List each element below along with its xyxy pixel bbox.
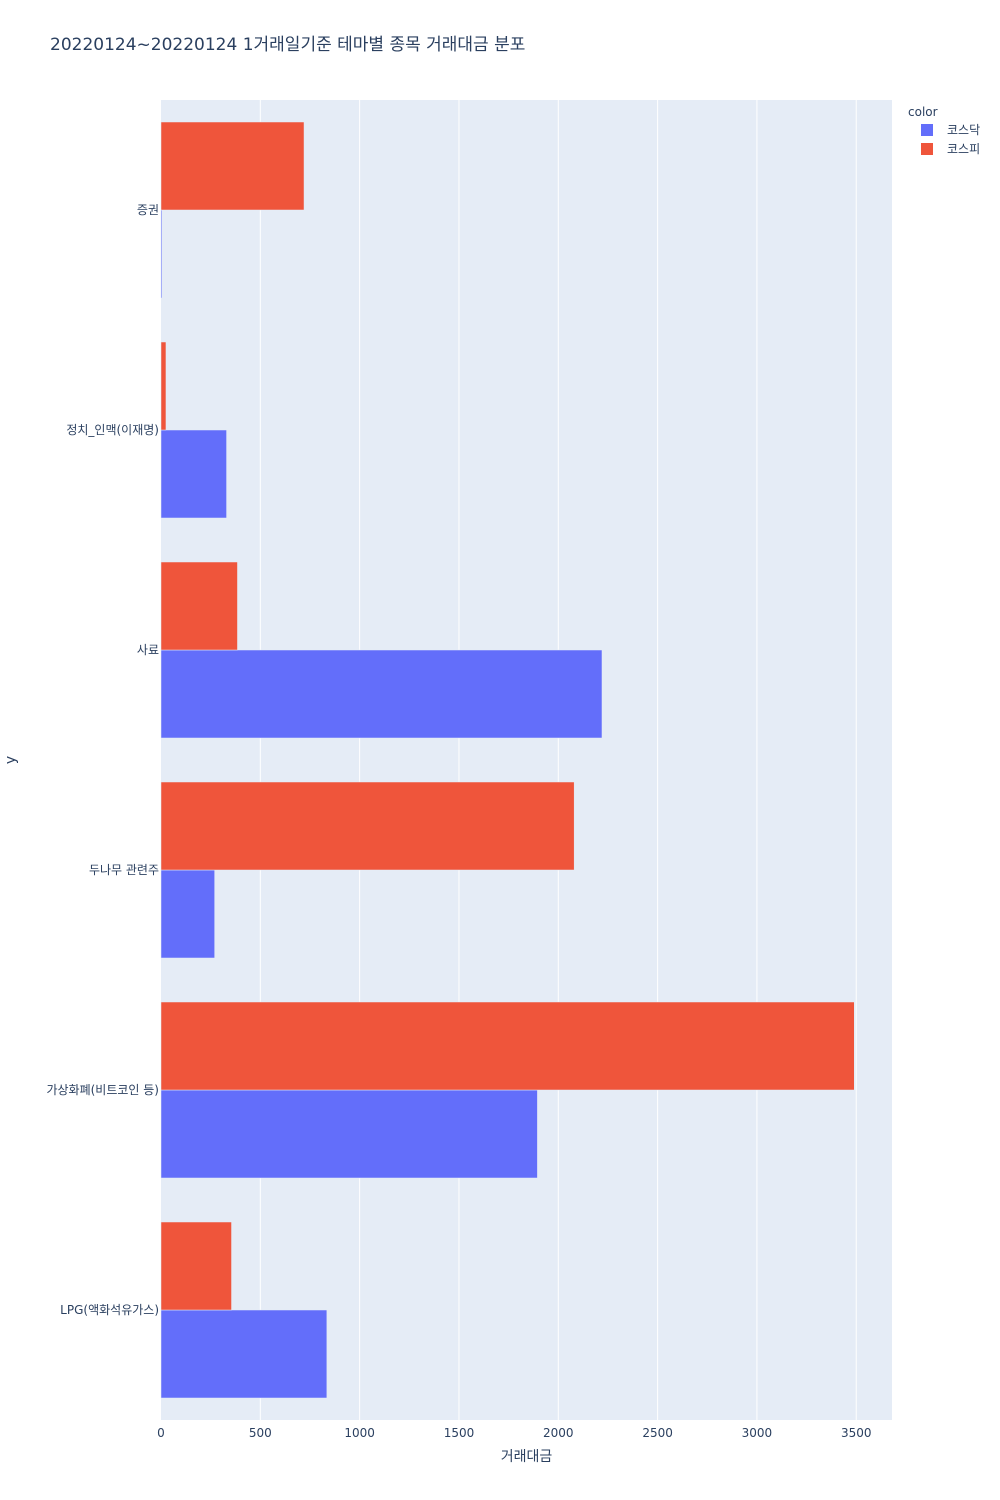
bar-kospi[interactable]: [160, 341, 167, 431]
y-tick-label: 증권: [137, 203, 159, 217]
bar-kospi[interactable]: [160, 1001, 855, 1091]
bar-kospi[interactable]: [160, 781, 575, 871]
legend-item[interactable]: 코스닥: [921, 123, 980, 137]
legend-label: 코스닥: [947, 123, 980, 137]
legend-label: 코스피: [947, 142, 980, 156]
bar-kospi[interactable]: [160, 561, 238, 651]
x-tick-label: 2500: [642, 1426, 673, 1440]
x-axis-title: 거래대금: [501, 1449, 553, 1465]
x-tick-label: 1000: [344, 1426, 375, 1440]
grid-lines: [259, 100, 857, 1420]
y-tick-label: 두나무 관련주: [89, 863, 159, 877]
plot-area: [161, 100, 892, 1420]
bar-kosdaq[interactable]: [160, 429, 227, 519]
bar-kosdaq[interactable]: [160, 209, 163, 299]
legend-swatch: [921, 143, 933, 155]
y-tick-label: 정치_인맥(이재명): [66, 423, 159, 437]
bar-kosdaq[interactable]: [160, 1089, 538, 1179]
bars: [160, 121, 855, 1399]
legend-item[interactable]: 코스피: [921, 142, 980, 156]
y-tick-label: LPG(액화석유가스): [60, 1303, 159, 1317]
bar-kospi[interactable]: [160, 1221, 232, 1311]
bar-kospi[interactable]: [160, 121, 305, 211]
bar-kosdaq[interactable]: [160, 1309, 328, 1399]
chart-title: 20220124~20220124 1거래일기준 테마별 종목 거래대금 분포: [50, 35, 525, 55]
y-tick-label: 사료: [137, 643, 159, 657]
x-tick-label: 0: [157, 1426, 165, 1440]
x-axis-ticks: 0 500 1000 1500 2000 2500 3000 3500: [157, 1426, 871, 1440]
x-tick-label: 1500: [444, 1426, 475, 1440]
bar-kosdaq[interactable]: [160, 649, 603, 739]
x-tick-label: 3500: [841, 1426, 872, 1440]
y-tick-label: 가상화폐(비트코인 등): [46, 1083, 159, 1097]
y-axis-title: y: [3, 756, 19, 764]
x-tick-label: 500: [249, 1426, 272, 1440]
x-tick-label: 3000: [742, 1426, 773, 1440]
legend-title: color: [908, 105, 938, 119]
x-tick-label: 2000: [543, 1426, 574, 1440]
bar-kosdaq[interactable]: [160, 869, 215, 959]
legend-swatch: [921, 124, 933, 136]
